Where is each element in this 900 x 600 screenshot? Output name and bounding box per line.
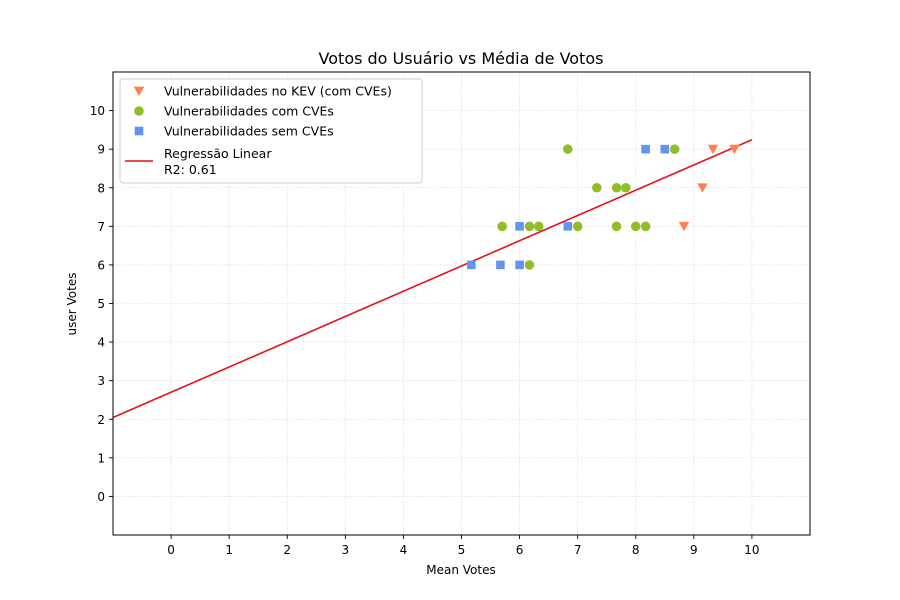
x-tick-label: 4 — [400, 543, 408, 557]
y-tick-label: 6 — [97, 258, 105, 272]
legend: Vulnerabilidades no KEV (com CVEs) Vulner… — [119, 78, 423, 184]
data-point — [496, 260, 505, 270]
y-tick-label: 8 — [97, 181, 105, 195]
data-point — [533, 221, 544, 232]
data-point — [641, 144, 650, 154]
y-tick-label: 0 — [97, 490, 105, 504]
x-tick-label: 8 — [632, 543, 640, 557]
legend-marker — [134, 106, 144, 116]
x-tick-label: 3 — [342, 543, 350, 557]
data-point — [621, 182, 631, 193]
grid — [113, 72, 810, 535]
x-tick-label: 6 — [516, 543, 524, 557]
y-tick-label: 2 — [97, 413, 105, 427]
x-axis: 0 1 2 3 4 5 6 7 8 9 10 — [167, 535, 760, 557]
data-point — [524, 260, 535, 270]
y-axis: 0 1 2 3 4 5 6 7 8 9 10 — [90, 104, 113, 504]
y-tick-label: 1 — [97, 451, 105, 465]
x-axis-label: Mean Votes — [426, 563, 495, 577]
legend-marker — [134, 126, 144, 136]
data-point — [630, 221, 641, 232]
legend-r2-label: R2: 0.61 — [164, 162, 217, 177]
data-point — [515, 222, 524, 231]
x-tick-label: 5 — [458, 543, 466, 557]
y-tick-label: 10 — [90, 104, 105, 118]
y-tick-label: 9 — [97, 143, 105, 157]
data-point — [660, 144, 670, 154]
data-point — [678, 221, 690, 232]
y-tick-label: 7 — [97, 220, 105, 234]
x-tick-label: 9 — [690, 543, 698, 557]
data-point — [515, 260, 524, 270]
y-tick-label: 5 — [97, 297, 105, 311]
y-axis-label: user Votes — [65, 273, 79, 336]
x-tick-label: 1 — [225, 543, 233, 557]
data-point — [524, 221, 535, 232]
data-point — [669, 144, 680, 154]
x-tick-label: 10 — [744, 543, 759, 557]
data-point — [697, 183, 708, 193]
data-point — [572, 221, 583, 232]
data-point — [497, 221, 507, 232]
data-point — [467, 260, 476, 270]
legend-marker — [133, 86, 145, 96]
legend-label: Vulnerabilidades com CVEs — [164, 104, 334, 119]
legend-label: Regressão Linear — [164, 146, 272, 161]
legend-label: Vulnerabilidades no KEV (com CVEs) — [164, 84, 392, 99]
data-point — [562, 144, 573, 154]
chart-title: Votos do Usuário vs Média de Votos — [319, 49, 604, 68]
data-point — [592, 182, 602, 193]
data-point — [640, 221, 651, 232]
x-tick-label: 0 — [167, 543, 175, 557]
y-tick-label: 3 — [97, 374, 105, 388]
regression-line — [113, 138, 753, 419]
legend-label: Vulnerabilidades sem CVEs — [164, 124, 334, 139]
data-point — [707, 144, 719, 155]
points-layer — [467, 144, 740, 270]
x-tick-label: 7 — [574, 543, 582, 557]
data-point — [729, 144, 740, 155]
data-point — [563, 222, 573, 231]
data-point — [611, 182, 622, 193]
y-tick-label: 4 — [97, 336, 105, 350]
data-point — [611, 221, 622, 232]
x-tick-label: 2 — [283, 543, 291, 557]
regression-layer — [113, 138, 753, 419]
legend-box — [119, 78, 423, 184]
